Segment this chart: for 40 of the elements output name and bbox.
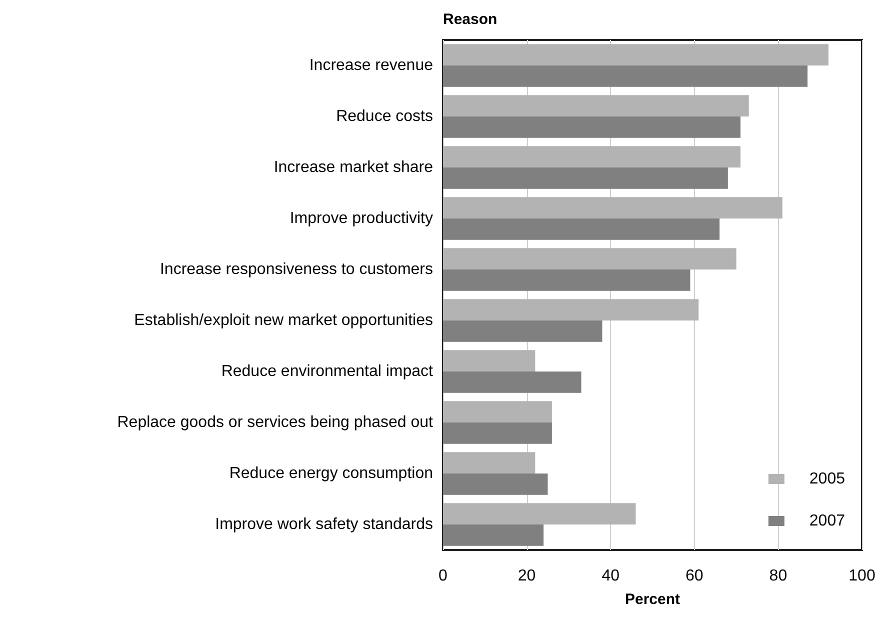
x-tick-label: 60 — [686, 568, 704, 584]
y-tick-label: Improve productivity — [290, 210, 433, 227]
y-tick-label: Reduce environmental impact — [221, 363, 434, 380]
bar — [443, 95, 749, 116]
legend-label: 2007 — [809, 512, 846, 530]
x-tick-label: 40 — [602, 568, 620, 584]
x-tick-label: 100 — [848, 568, 876, 584]
x-tick-label: 0 — [438, 568, 448, 584]
y-tick-label: Increase revenue — [309, 57, 434, 74]
bar — [443, 474, 548, 495]
bar — [443, 218, 720, 240]
bar — [443, 270, 690, 291]
x-tick-label: 80 — [769, 568, 788, 584]
x-tick-label: 20 — [518, 568, 536, 584]
bar — [443, 452, 536, 474]
bar — [443, 524, 544, 546]
y-axis-title: Reason — [443, 11, 498, 28]
bar — [443, 66, 808, 87]
y-tick-label: Improve work safety standards — [215, 516, 433, 533]
bar — [443, 116, 740, 138]
y-tick-label: Replace goods or services being phased out — [117, 414, 434, 431]
bar — [443, 422, 552, 444]
bar — [443, 503, 636, 524]
bar — [443, 248, 736, 270]
bar — [443, 299, 699, 320]
bar — [443, 350, 536, 372]
bar — [443, 146, 740, 168]
bar — [443, 44, 828, 66]
y-tick-label: Establish/exploit new market opportunities — [134, 312, 433, 329]
bar — [443, 197, 782, 218]
bar — [443, 168, 728, 189]
y-tick-label: Increase market share — [274, 159, 434, 176]
bar — [443, 372, 582, 393]
bar — [443, 320, 602, 342]
y-tick-label: Reduce costs — [336, 108, 433, 125]
y-tick-label: Reduce energy consumption — [229, 465, 433, 482]
legend-label: 2005 — [809, 470, 846, 488]
y-tick-label: Increase responsiveness to customers — [160, 261, 433, 278]
bar — [443, 401, 552, 422]
x-axis-title: Percent — [624, 591, 680, 608]
